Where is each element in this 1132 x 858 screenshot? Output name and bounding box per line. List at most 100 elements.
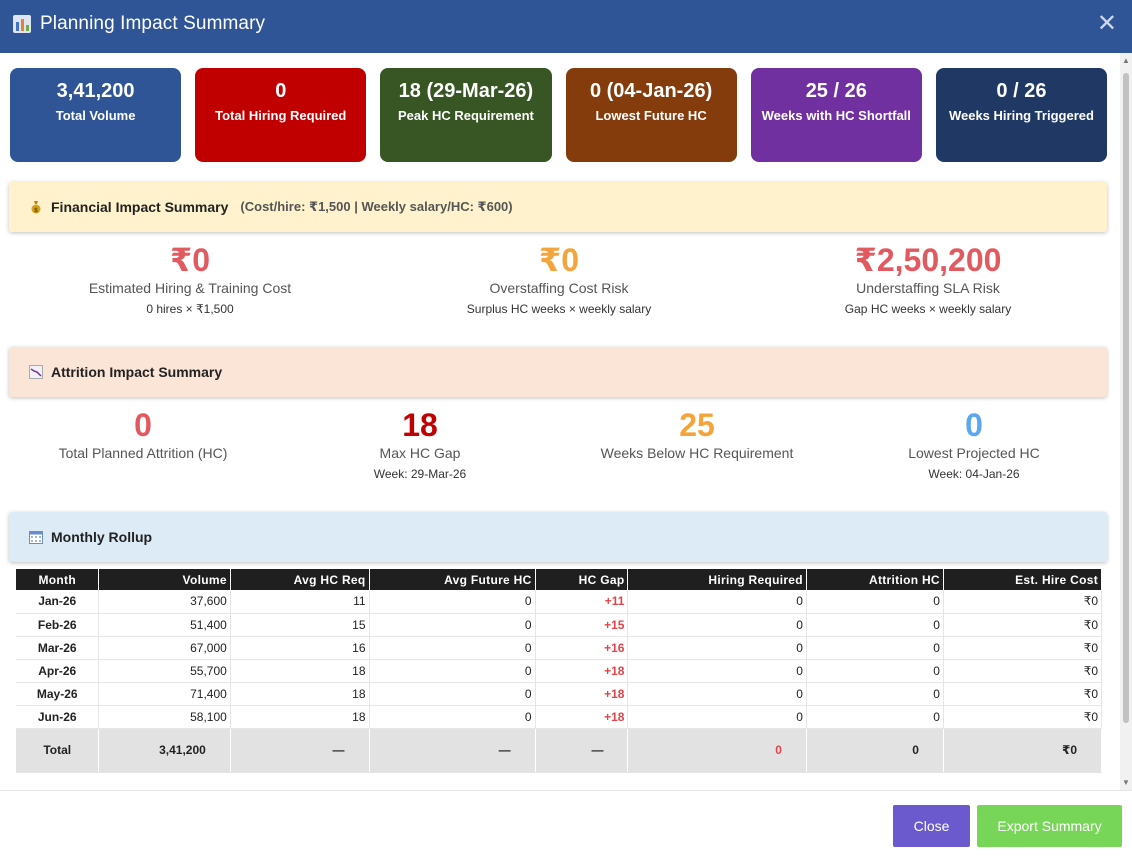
- table-cell: 0: [806, 590, 944, 614]
- table-row: Jan-26 37,600 11 0 +11 0 0 ₹0: [16, 590, 1103, 614]
- chart-icon: [13, 15, 31, 33]
- table-cell: Mar-26: [16, 636, 100, 660]
- hiring-cost-metric: ₹0 Estimated Hiring & Training Cost 0 hi…: [10, 241, 370, 316]
- metric-value: 25: [679, 407, 715, 443]
- metric-value: 18: [402, 407, 438, 443]
- column-header[interactable]: Attrition HC: [806, 569, 944, 590]
- dialog-footer: Close Export Summary: [0, 790, 1132, 858]
- table-cell: 0: [627, 659, 807, 683]
- table-cell: Apr-26: [16, 659, 100, 683]
- table-cell: +11: [535, 590, 629, 614]
- financial-summary-header: $ Financial Impact Summary (Cost/hire: ₹…: [9, 182, 1107, 232]
- table-cell: +18: [535, 682, 629, 706]
- table-cell: 11: [230, 590, 370, 614]
- column-header[interactable]: Est. Hire Cost: [943, 569, 1103, 590]
- total-cell: —: [369, 728, 536, 773]
- column-header[interactable]: Avg Future HC: [369, 569, 536, 590]
- table-cell: 0: [369, 613, 536, 637]
- table-cell: 58,100: [98, 705, 231, 729]
- monthly-rollup-header: Monthly Rollup: [9, 512, 1107, 562]
- total-cell: —: [535, 728, 629, 773]
- column-header[interactable]: Month: [16, 569, 100, 590]
- money-bag-icon: $: [29, 200, 43, 214]
- metric-value: 0: [134, 407, 152, 443]
- metric-note: Gap HC weeks × weekly salary: [844, 302, 1012, 316]
- kpi-value: 0: [275, 80, 287, 102]
- kpi-card: 18 (29-Mar-26) Peak HC Requirement: [380, 68, 552, 162]
- kpi-card: 0 Total Hiring Required: [195, 68, 367, 162]
- metric-value: ₹0: [169, 242, 211, 278]
- financial-metrics: ₹0 Estimated Hiring & Training Cost 0 hi…: [0, 241, 1120, 323]
- table-cell: +15: [535, 613, 629, 637]
- table-cell: 0: [806, 682, 944, 706]
- table-header-row: Month Volume Avg HC Req Avg Future HC HC Gap…: [16, 569, 1103, 590]
- weeks-below-requirement-metric: 25 Weeks Below HC Requirement: [567, 406, 827, 467]
- table-cell: ₹0: [943, 682, 1103, 706]
- table-cell: ₹0: [943, 659, 1103, 683]
- table-cell: 51,400: [98, 613, 231, 637]
- kpi-label: Weeks with HC Shortfall: [761, 108, 911, 123]
- metric-value: ₹0: [538, 242, 580, 278]
- total-cell: ₹0: [943, 728, 1103, 773]
- kpi-card: 3,41,200 Total Volume: [10, 68, 182, 162]
- table-total-row: Total 3,41,200— — —0 0 ₹0: [16, 728, 1103, 773]
- column-header[interactable]: Avg HC Req: [230, 569, 370, 590]
- table-cell: May-26: [16, 682, 100, 706]
- planned-attrition-metric: 0 Total Planned Attrition (HC): [13, 406, 273, 467]
- vertical-scrollbar[interactable]: ▲ ▼: [1120, 53, 1132, 790]
- column-header[interactable]: Volume: [98, 569, 231, 590]
- table-cell: 0: [806, 613, 944, 637]
- table-cell: 16: [230, 636, 370, 660]
- table-cell: 55,700: [98, 659, 231, 683]
- close-icon[interactable]: ✕: [1096, 10, 1117, 37]
- table-cell: 0: [369, 659, 536, 683]
- kpi-value: 0 (04-Jan-26): [589, 80, 713, 102]
- kpi-label: Peak HC Requirement: [398, 108, 534, 123]
- kpi-card: 0 / 26 Weeks Hiring Triggered: [935, 68, 1108, 162]
- table-cell: 0: [806, 705, 944, 729]
- column-header[interactable]: HC Gap: [535, 569, 629, 590]
- metric-label: Understaffing SLA Risk: [856, 280, 1000, 296]
- attrition-summary-header: Attrition Impact Summary: [9, 347, 1107, 397]
- column-header[interactable]: Hiring Required: [627, 569, 807, 590]
- table-cell: 0: [627, 636, 807, 660]
- close-button[interactable]: Close: [893, 805, 970, 847]
- financial-summary-subtitle: (Cost/hire: ₹1,500 | Weekly salary/HC: ₹…: [240, 199, 513, 214]
- table-cell: ₹0: [943, 636, 1103, 660]
- scroll-up-icon[interactable]: ▲: [1122, 56, 1130, 65]
- table-cell: 0: [806, 659, 944, 683]
- metric-label: Lowest Projected HC: [908, 445, 1040, 461]
- table-row: May-26 71,400 18 0 +18 0 0 ₹0: [16, 682, 1103, 706]
- table-cell: 0: [369, 682, 536, 706]
- metric-label: Estimated Hiring & Training Cost: [88, 280, 292, 296]
- table-cell: 0: [369, 705, 536, 729]
- export-summary-button[interactable]: Export Summary: [977, 805, 1122, 847]
- table-cell: 0: [369, 636, 536, 660]
- total-cell: Total: [16, 728, 100, 773]
- calendar-icon: [29, 530, 43, 544]
- table-cell: Feb-26: [16, 613, 100, 637]
- metric-label: Overstaffing Cost Risk: [489, 280, 629, 296]
- total-cell: —: [230, 728, 370, 773]
- table-cell: 18: [230, 659, 370, 683]
- scrollbar-thumb[interactable]: [1123, 73, 1129, 723]
- table-row: Mar-26 67,000 16 0 +16 0 0 ₹0: [16, 636, 1103, 660]
- table-cell: 18: [230, 682, 370, 706]
- table-cell: 18: [230, 705, 370, 729]
- kpi-value: 3,41,200: [56, 80, 135, 102]
- table-cell: 0: [369, 590, 536, 614]
- kpi-card: 25 / 26 Weeks with HC Shortfall: [750, 68, 922, 162]
- financial-summary-title: Financial Impact Summary: [51, 199, 229, 215]
- metric-note: Surplus HC weeks × weekly salary: [466, 302, 652, 316]
- metric-value: 0: [965, 407, 983, 443]
- table-cell: ₹0: [943, 705, 1103, 729]
- metric-note: 0 hires × ₹1,500: [146, 302, 234, 316]
- kpi-value: 25 / 26: [805, 80, 867, 102]
- kpi-value: 0 / 26: [996, 80, 1047, 102]
- dialog-title: Planning Impact Summary: [40, 13, 266, 34]
- svg-text:$: $: [34, 207, 38, 214]
- scroll-down-icon[interactable]: ▼: [1122, 778, 1130, 787]
- table-cell: 0: [627, 682, 807, 706]
- dialog-titlebar: Planning Impact Summary ✕: [0, 0, 1132, 53]
- dialog-body[interactable]: 3,41,200 Total Volume 0 Total Hiring Requir…: [0, 53, 1120, 790]
